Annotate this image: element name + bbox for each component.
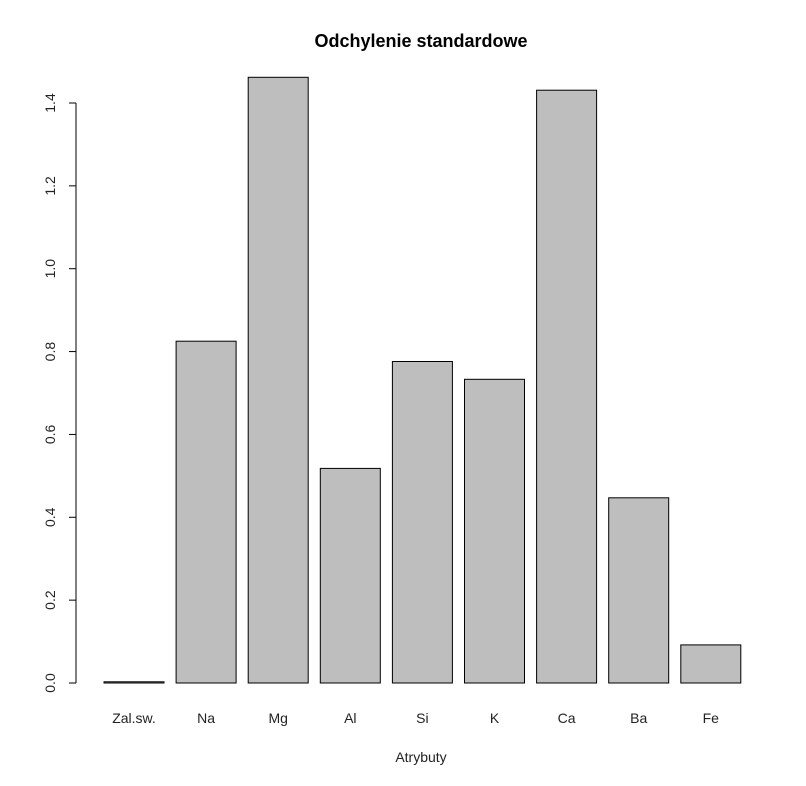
bar-fe <box>680 644 742 684</box>
bar-ba <box>608 497 670 684</box>
bar-na <box>175 340 237 684</box>
bar-al <box>319 467 381 684</box>
y-tick-label: 0.0 <box>42 673 58 693</box>
y-tick-label: 1.2 <box>42 176 58 196</box>
y-tick-label: 0.2 <box>42 590 58 610</box>
bar-k <box>464 378 525 684</box>
y-axis: 0.0 0.2 0.4 0.6 0.8 1.0 1.2 1.4 <box>42 93 77 693</box>
y-tick-label: 0.8 <box>42 342 58 362</box>
x-tick-label: Al <box>344 710 356 726</box>
bars-group <box>103 76 742 684</box>
x-axis-label: Atrybuty <box>395 749 446 765</box>
x-tick-label: Na <box>197 710 215 726</box>
y-tick-label: 1.4 <box>42 93 58 113</box>
x-tick-label: Ba <box>630 710 647 726</box>
x-tick-label: Zal.sw. <box>112 710 156 726</box>
x-category-labels: Zal.sw. Na Mg Al Si K Ca Ba Fe <box>112 710 719 726</box>
x-tick-label: Ca <box>558 710 576 726</box>
chart-title: Odchylenie standardowe <box>314 31 527 51</box>
bar-ca <box>536 89 598 684</box>
x-tick-label: Mg <box>268 710 287 726</box>
bar-mg <box>247 76 309 684</box>
x-tick-label: Fe <box>703 710 720 726</box>
y-tick-label: 1.0 <box>42 259 58 279</box>
bar-zal-sw <box>103 681 165 684</box>
y-tick-label: 0.6 <box>42 424 58 444</box>
x-tick-label: Si <box>416 710 428 726</box>
y-tick-label: 0.4 <box>42 507 58 527</box>
bar-si <box>391 361 453 684</box>
x-tick-label: K <box>490 710 500 726</box>
